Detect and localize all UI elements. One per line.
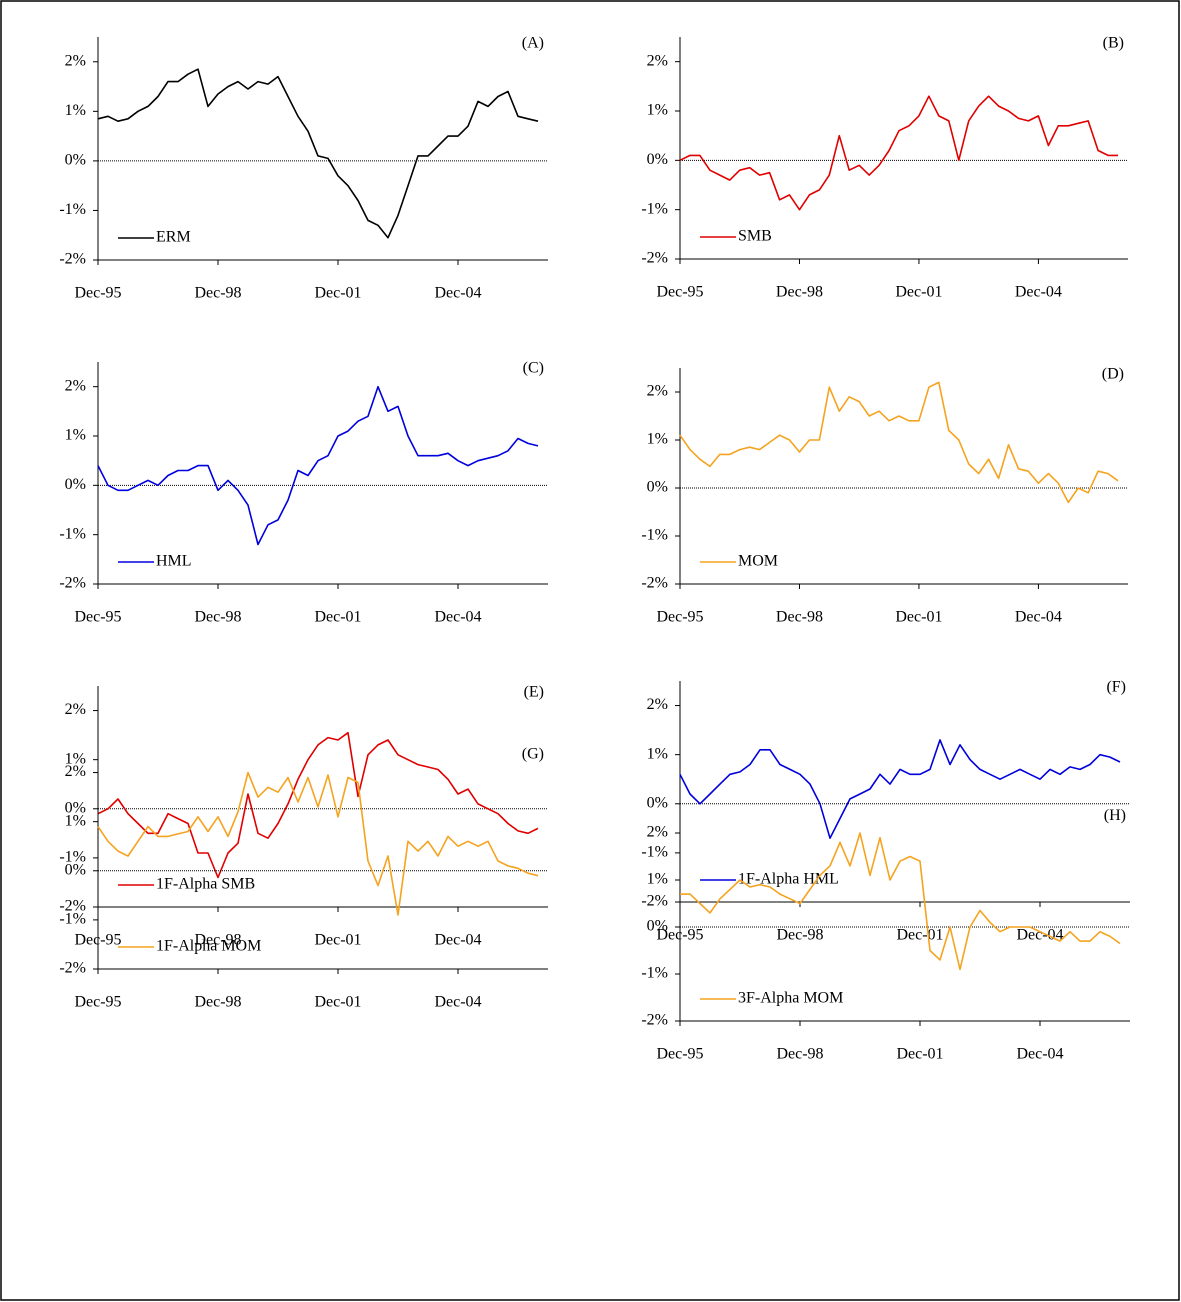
x-tick-label: Dec-04 (434, 285, 481, 302)
data-line (680, 832, 1121, 971)
y-tick-label: -2% (641, 250, 668, 267)
data-line (97, 385, 539, 546)
y-tick-label: 2% (647, 383, 668, 400)
y-tick-label: 0% (65, 799, 86, 816)
panel-label: (C) (523, 360, 544, 377)
y-tick-label: -2% (59, 898, 86, 915)
y-tick-label: 2% (647, 52, 668, 69)
y-tick-label: -1% (59, 525, 86, 542)
panel-label: (B) (1103, 35, 1124, 52)
y-tick-label: -1% (59, 849, 86, 866)
y-tick-label: 0% (65, 476, 86, 493)
y-tick-label: 1% (647, 431, 668, 448)
x-tick-label: Dec-98 (194, 609, 241, 626)
x-tick-label: Dec-98 (776, 927, 823, 944)
y-tick-label: 0% (65, 861, 86, 878)
x-tick-label: Dec-04 (1016, 1046, 1063, 1063)
x-tick-label: Dec-04 (434, 609, 481, 626)
y-tick-label: 2% (65, 377, 86, 394)
data-line (97, 68, 539, 239)
x-tick-label: Dec-95 (656, 284, 703, 301)
x-tick-label: Dec-98 (776, 1046, 823, 1063)
x-tick-label: Dec-01 (314, 932, 361, 949)
y-tick-label: 1% (647, 871, 668, 888)
data-line (679, 95, 1118, 211)
panel-label: (E) (524, 684, 544, 701)
x-tick-label: Dec-04 (1016, 927, 1063, 944)
data-line (97, 771, 539, 916)
legend-label: HML (156, 553, 192, 570)
x-tick-label: Dec-01 (314, 285, 361, 302)
y-tick-label: 1% (647, 102, 668, 119)
y-tick-label: 2% (65, 52, 86, 69)
legend-label: 1F-Alpha SMB (156, 876, 255, 893)
x-tick-label: Dec-98 (194, 285, 241, 302)
x-tick-label: Dec-95 (74, 994, 121, 1011)
y-tick-label: 0% (647, 794, 668, 811)
y-tick-label: -2% (59, 575, 86, 592)
data-line (97, 731, 539, 879)
x-tick-label: Dec-98 (194, 994, 241, 1011)
x-tick-label: Dec-04 (1015, 284, 1062, 301)
y-tick-label: 0% (647, 918, 668, 935)
y-tick-label: 1% (65, 102, 86, 119)
y-tick-label: -2% (641, 575, 668, 592)
y-tick-label: -1% (59, 201, 86, 218)
x-tick-label: Dec-98 (776, 609, 823, 626)
y-tick-label: 2% (647, 824, 668, 841)
panel-label: (D) (1102, 366, 1124, 383)
y-tick-label: 0% (647, 479, 668, 496)
panel-label: (A) (522, 35, 544, 52)
y-tick-label: 2% (65, 763, 86, 780)
data-line (679, 739, 1121, 839)
y-tick-label: -1% (641, 844, 668, 861)
x-tick-label: Dec-98 (194, 932, 241, 949)
legend-label: 1F-Alpha HML (738, 871, 839, 888)
x-tick-label: Dec-95 (74, 285, 121, 302)
y-tick-label: 1% (65, 427, 86, 444)
x-tick-label: Dec-04 (1015, 609, 1062, 626)
y-tick-label: -1% (641, 527, 668, 544)
y-tick-label: -1% (641, 965, 668, 982)
x-tick-label: Dec-01 (896, 927, 943, 944)
panel-label: (F) (1106, 679, 1126, 696)
x-tick-label: Dec-01 (895, 609, 942, 626)
y-tick-label: -2% (641, 1012, 668, 1029)
y-tick-label: 1% (65, 750, 86, 767)
y-tick-label: 2% (647, 696, 668, 713)
x-tick-label: Dec-98 (776, 284, 823, 301)
y-tick-label: -2% (59, 251, 86, 268)
y-tick-label: 0% (647, 151, 668, 168)
x-tick-label: Dec-04 (434, 932, 481, 949)
x-tick-label: Dec-95 (656, 1046, 703, 1063)
y-tick-label: 1% (647, 745, 668, 762)
y-tick-label: 0% (65, 152, 86, 169)
legend-label: 3F-Alpha MOM (738, 990, 843, 1007)
y-tick-label: -2% (641, 893, 668, 910)
panel-label: (H) (1104, 807, 1126, 824)
x-tick-label: Dec-01 (895, 284, 942, 301)
legend-label: 1F-Alpha MOM (156, 938, 261, 955)
x-tick-label: Dec-01 (314, 609, 361, 626)
y-tick-label: -2% (59, 960, 86, 977)
y-tick-label: -1% (59, 911, 86, 928)
legend-label: MOM (738, 553, 778, 570)
x-tick-label: Dec-01 (896, 1046, 943, 1063)
legend-label: ERM (156, 229, 191, 246)
x-tick-label: Dec-95 (656, 609, 703, 626)
x-tick-label: Dec-95 (74, 609, 121, 626)
y-tick-label: 1% (65, 812, 86, 829)
panel-label: (G) (522, 746, 544, 763)
y-tick-label: 2% (65, 701, 86, 718)
x-tick-label: Dec-04 (434, 994, 481, 1011)
y-tick-label: -1% (641, 200, 668, 217)
x-tick-label: Dec-01 (314, 994, 361, 1011)
data-line (679, 381, 1119, 504)
legend-label: SMB (738, 228, 772, 245)
